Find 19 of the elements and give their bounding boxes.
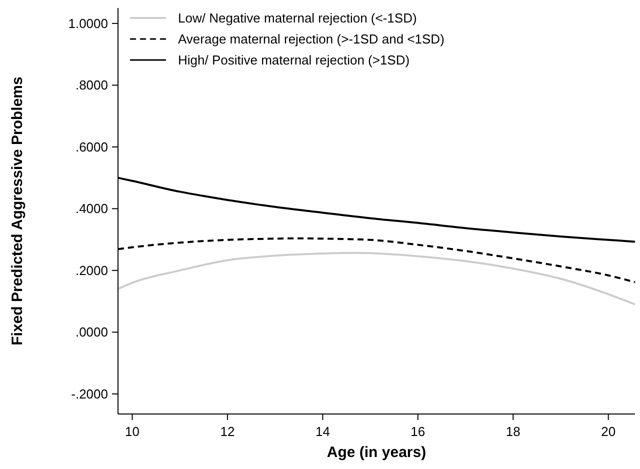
- x-axis-title: Age (in years): [326, 444, 426, 461]
- y-tick-label: .0000: [75, 324, 108, 340]
- legend-label: Low/ Negative maternal rejection (<-1SD): [178, 10, 417, 26]
- y-tick-label: .8000: [75, 78, 108, 93]
- y-tick-label: 1.0000: [68, 16, 108, 31]
- y-tick-label: .4000: [75, 201, 108, 216]
- line-series: [117, 252, 636, 306]
- x-tick-label: 12: [220, 424, 235, 439]
- x-tick-label: 16: [410, 424, 426, 439]
- x-tick-label: 20: [601, 424, 616, 439]
- x-tick-label: 18: [506, 424, 520, 439]
- legend-label: High/ Positive maternal rejection (>1SD): [178, 52, 410, 68]
- y-tick-label: .2000: [75, 262, 108, 278]
- x-tick-label: 14: [315, 424, 330, 439]
- y-tick-label: -.2000: [71, 386, 108, 402]
- x-tick-label: 10: [125, 424, 140, 439]
- y-axis-title: Fixed Predicted Aggressive Problems: [9, 76, 26, 346]
- y-tick-label: .6000: [75, 139, 108, 154]
- legend-label: Average maternal rejection (>-1SD and <1SD): [178, 32, 444, 47]
